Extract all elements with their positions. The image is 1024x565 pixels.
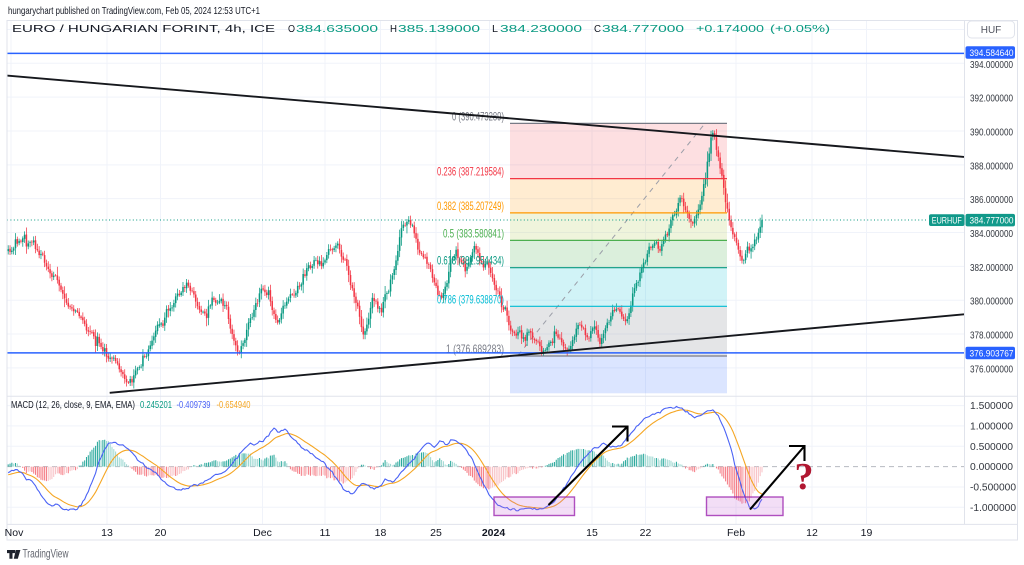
svg-text:13: 13 (101, 527, 113, 539)
svg-text:TradingView: TradingView (23, 547, 69, 561)
svg-text:15: 15 (586, 527, 598, 539)
svg-text:-1.000000: -1.000000 (970, 503, 1016, 514)
svg-text:HUF: HUF (981, 25, 1002, 36)
svg-text:0.236 (387.219584): 0.236 (387.219584) (437, 165, 504, 179)
svg-text:12: 12 (806, 527, 818, 539)
svg-text:384.635000: 384.635000 (296, 24, 379, 35)
svg-text:384.000000: 384.000000 (970, 229, 1013, 240)
svg-text:382.000000: 382.000000 (970, 263, 1013, 274)
svg-text:Nov: Nov (5, 527, 24, 539)
svg-text:22: 22 (640, 527, 652, 539)
svg-text:0.000000: 0.000000 (970, 462, 1013, 473)
svg-text:1.500000: 1.500000 (970, 401, 1013, 412)
svg-text:20: 20 (155, 527, 167, 539)
svg-text:384.230000: 384.230000 (500, 24, 583, 35)
svg-text:EURHUF: EURHUF (932, 215, 962, 226)
svg-text:392.000000: 392.000000 (970, 94, 1013, 105)
svg-text:?: ? (795, 456, 814, 498)
svg-text:394.000000: 394.000000 (970, 60, 1013, 71)
svg-text:25: 25 (430, 527, 442, 539)
svg-text:-0.500000: -0.500000 (970, 483, 1016, 494)
svg-text:2024: 2024 (482, 527, 506, 539)
svg-text:-0.654940: -0.654940 (217, 399, 251, 411)
svg-text:384.777000: 384.777000 (970, 216, 1014, 226)
svg-text:376.000000: 376.000000 (970, 364, 1013, 375)
svg-text:MACD (12, 26, close, 9, EMA, E: MACD (12, 26, close, 9, EMA, EMA) (11, 399, 135, 411)
svg-text:385.139000: 385.139000 (398, 24, 481, 35)
svg-text:390.000000: 390.000000 (970, 127, 1013, 138)
svg-text:1 (376.689283): 1 (376.689283) (446, 342, 504, 356)
svg-text:384.777000: 384.777000 (602, 24, 685, 35)
svg-text:386.000000: 386.000000 (970, 195, 1013, 206)
svg-text:C: C (594, 24, 601, 35)
svg-text:+0.174000: +0.174000 (696, 24, 765, 35)
svg-text:(+0.05%): (+0.05%) (770, 24, 830, 35)
svg-text:L: L (492, 24, 498, 35)
svg-text:0.382 (385.207249): 0.382 (385.207249) (437, 199, 504, 213)
svg-text:-0.409739: -0.409739 (177, 399, 211, 411)
svg-text:0.786 (379.638870): 0.786 (379.638870) (437, 292, 504, 306)
svg-text:O: O (288, 24, 295, 35)
svg-text:H: H (390, 24, 397, 35)
svg-text:1.000000: 1.000000 (970, 421, 1013, 432)
svg-text:0.618 (381.954434): 0.618 (381.954434) (437, 254, 504, 268)
svg-text:EURO / HUNGARIAN FORINT, 4h, I: EURO / HUNGARIAN FORINT, 4h, ICE (12, 24, 275, 35)
svg-text:0.5 (383.580841): 0.5 (383.580841) (443, 226, 504, 240)
svg-text:19: 19 (861, 527, 873, 539)
svg-text:380.000000: 380.000000 (970, 297, 1013, 308)
svg-text:11: 11 (320, 527, 331, 539)
svg-text:Feb: Feb (727, 527, 745, 539)
svg-text:18: 18 (375, 527, 387, 539)
svg-text:hungarychart published on Trad: hungarychart published on TradingView.co… (8, 5, 260, 17)
svg-text:Dec: Dec (253, 527, 272, 539)
svg-text:0.500000: 0.500000 (970, 442, 1013, 453)
svg-text:394.584640: 394.584640 (970, 48, 1014, 58)
svg-text:378.000000: 378.000000 (970, 331, 1013, 342)
svg-text:376.903767: 376.903767 (970, 348, 1014, 358)
svg-text:388.000000: 388.000000 (970, 161, 1013, 172)
svg-text:0.245201: 0.245201 (140, 399, 172, 411)
